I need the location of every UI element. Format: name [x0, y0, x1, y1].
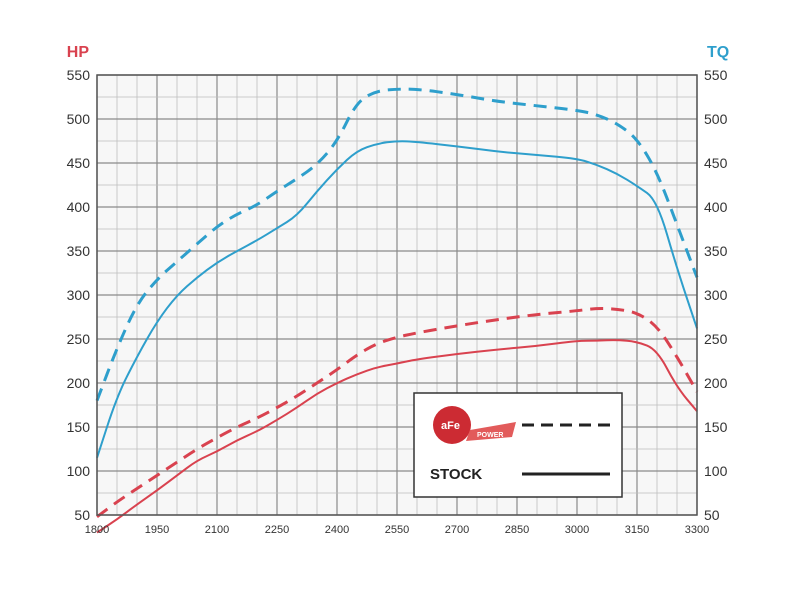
x-tick-label: 2700	[445, 524, 469, 536]
x-tick-label: 3000	[565, 524, 589, 536]
right-axis-label: TQ	[707, 44, 729, 61]
left-tick-label: 550	[67, 67, 91, 83]
left-tick-label: 150	[67, 419, 91, 435]
logo-text: aFe	[441, 420, 460, 432]
x-tick-label: 2400	[325, 524, 349, 536]
afe-power-logo: aFe POWER	[433, 406, 516, 444]
right-tick-label: 500	[704, 111, 728, 127]
left-axis-ticks: 50 100 150 200 250 300 350 400 450 500 550	[67, 67, 91, 523]
x-tick-label: 2100	[205, 524, 229, 536]
right-tick-label: 350	[704, 243, 728, 259]
x-tick-label: 3150	[625, 524, 649, 536]
left-tick-label: 200	[67, 375, 91, 391]
hp-dashed-line	[96, 307, 699, 518]
plot-border	[96, 74, 698, 516]
left-tick-label: 100	[67, 463, 91, 479]
right-tick-label: 300	[704, 287, 728, 303]
legend-stock-label: STOCK	[430, 466, 482, 483]
x-tick-label: 2550	[385, 524, 409, 536]
x-tick-label: 3300	[685, 524, 709, 536]
left-tick-label: 450	[67, 155, 91, 171]
hp-solid-line	[96, 339, 698, 534]
right-tick-label: 250	[704, 331, 728, 347]
left-axis-label: HP	[67, 44, 90, 61]
tq-dashed-line	[95, 87, 699, 402]
left-tick-label: 300	[67, 287, 91, 303]
right-axis-ticks: 50 100 150 200 250 300 350 400 450 500 550	[704, 67, 728, 523]
x-tick-label: 1800	[85, 524, 109, 536]
x-tick-label: 2850	[505, 524, 529, 536]
right-tick-label: 50	[704, 507, 720, 523]
x-tick-label: 1950	[145, 524, 169, 536]
x-tick-label: 2250	[265, 524, 289, 536]
left-tick-label: 500	[67, 111, 91, 127]
left-tick-label: 50	[74, 507, 90, 523]
right-tick-label: 150	[704, 419, 728, 435]
legend: aFe POWER STOCK	[413, 392, 623, 498]
right-tick-label: 400	[704, 199, 728, 215]
right-tick-label: 450	[704, 155, 728, 171]
right-tick-label: 100	[704, 463, 728, 479]
right-tick-label: 550	[704, 67, 728, 83]
x-axis-ticks: 1800 1950 2100 2250 2400 2550 2700 2850 3000 3150…	[85, 524, 709, 536]
left-tick-label: 400	[67, 199, 91, 215]
left-tick-label: 350	[67, 243, 91, 259]
series-layer	[95, 87, 699, 534]
left-tick-label: 250	[67, 331, 91, 347]
right-tick-label: 200	[704, 375, 728, 391]
tq-solid-line	[96, 140, 698, 459]
logo-subtext: POWER	[477, 432, 503, 439]
